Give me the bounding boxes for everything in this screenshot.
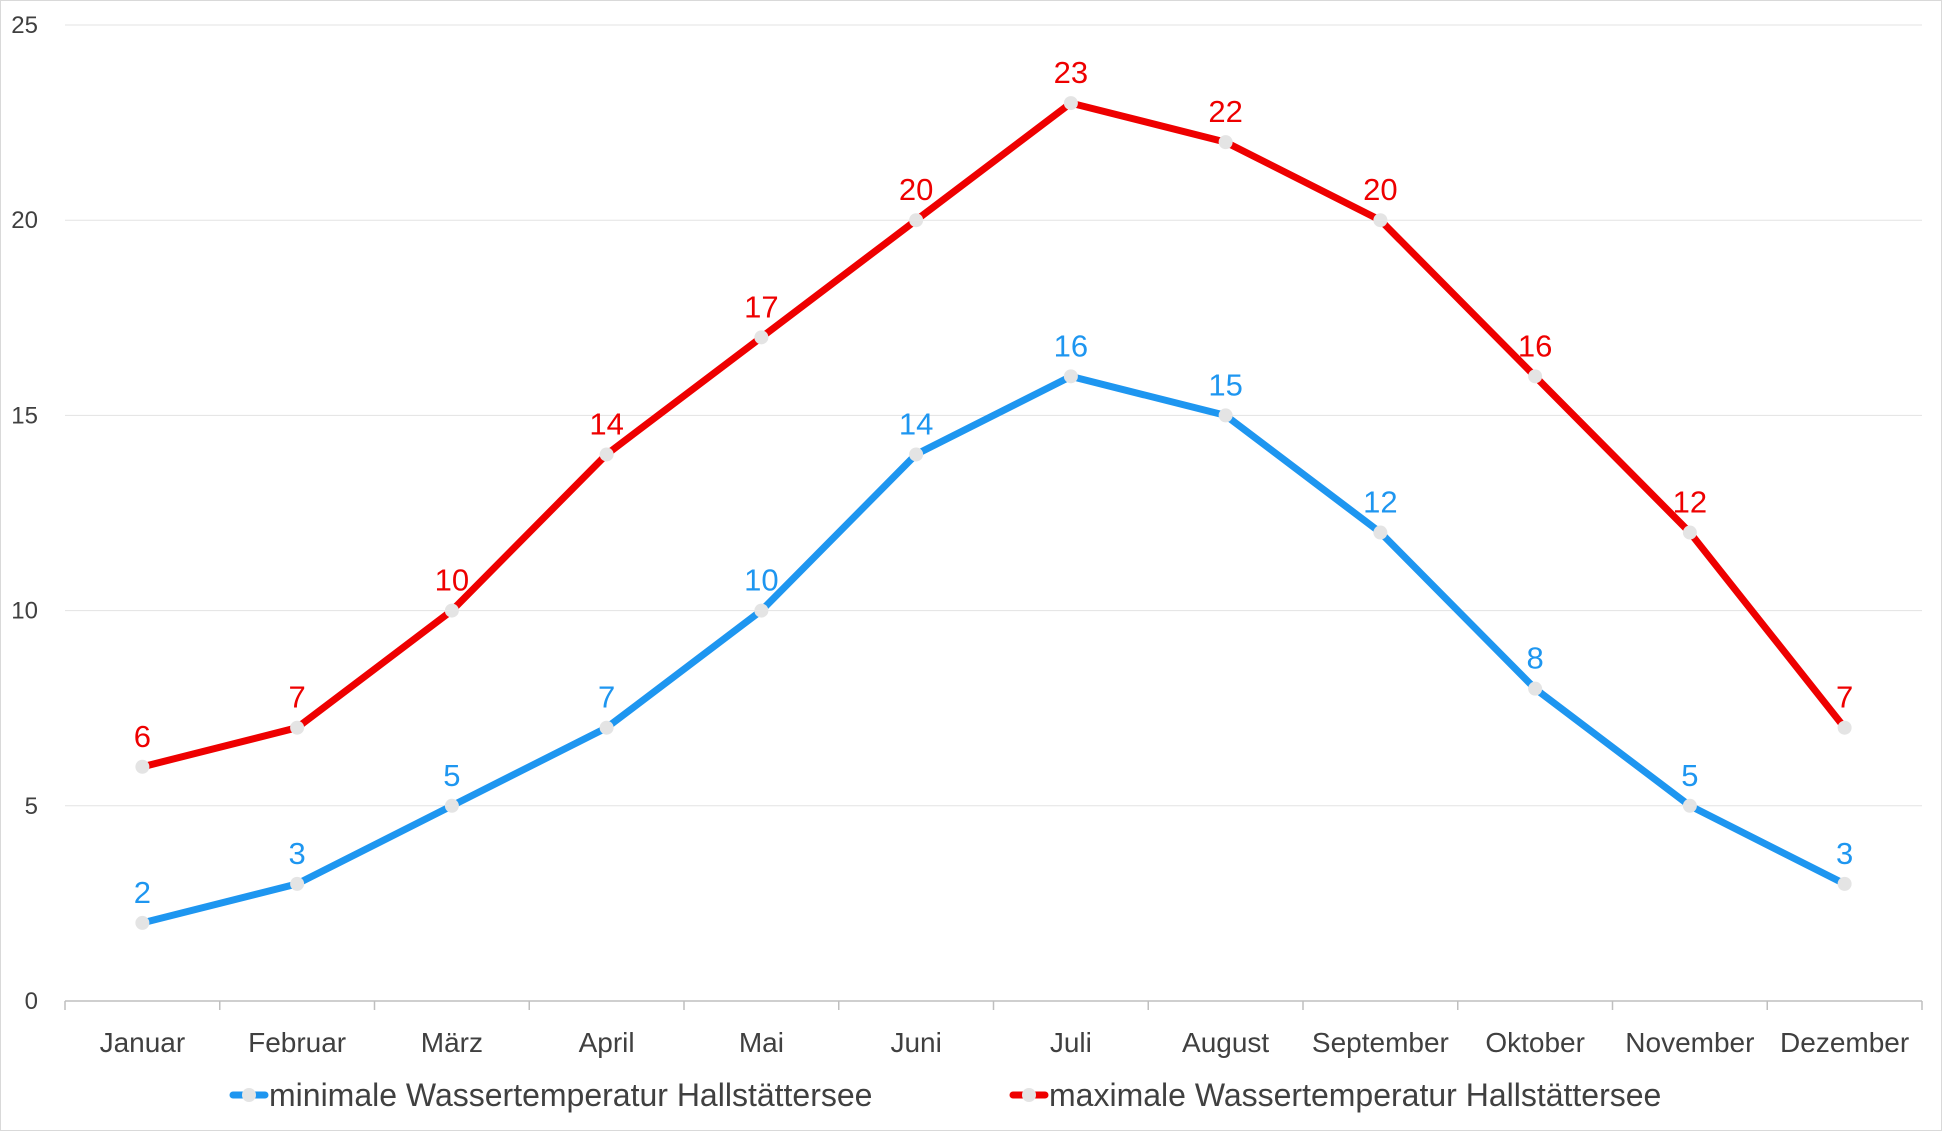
data-label: 7 — [1836, 680, 1853, 715]
data-label: 6 — [134, 719, 151, 754]
data-point — [1218, 135, 1233, 150]
data-point — [1682, 525, 1697, 540]
data-point — [1528, 369, 1543, 384]
data-point — [1063, 369, 1078, 384]
data-point — [909, 447, 924, 462]
data-point — [1837, 720, 1852, 735]
data-label: 10 — [744, 563, 778, 598]
x-tick-label: April — [579, 1027, 635, 1058]
data-label: 2 — [134, 875, 151, 910]
data-label: 3 — [1836, 836, 1853, 871]
data-point — [135, 759, 150, 774]
data-label: 8 — [1527, 641, 1544, 676]
data-point — [444, 798, 459, 813]
data-label: 23 — [1054, 55, 1088, 90]
data-point — [599, 447, 614, 462]
y-tick-label: 10 — [11, 598, 38, 625]
data-label: 16 — [1054, 328, 1088, 363]
y-tick-label: 15 — [11, 402, 38, 429]
data-label: 20 — [1363, 172, 1397, 207]
data-point — [1837, 876, 1852, 891]
legend: minimale Wassertemperatur Hallstättersee… — [229, 1077, 1661, 1113]
data-point — [290, 876, 305, 891]
data-point — [135, 915, 150, 930]
x-axis: Januar Februar März April Mai Juni Juli August S… — [64, 1001, 1923, 1058]
data-point — [754, 603, 769, 618]
legend-swatch-marker — [242, 1088, 256, 1102]
data-label: 5 — [1681, 758, 1698, 793]
y-tick-label: 0 — [25, 988, 38, 1015]
data-point — [1218, 408, 1233, 423]
data-point — [290, 720, 305, 735]
x-tick-label: Juli — [1050, 1027, 1092, 1058]
legend-label: minimale Wassertemperatur Hallstättersee — [269, 1077, 872, 1113]
data-point — [1528, 681, 1543, 696]
data-point — [1373, 525, 1388, 540]
data-label: 22 — [1208, 94, 1242, 129]
data-label: 20 — [899, 172, 933, 207]
x-tick-label: September — [1312, 1027, 1449, 1058]
data-point — [1373, 213, 1388, 228]
data-label: 3 — [289, 836, 306, 871]
x-tick-label: Juni — [890, 1027, 941, 1058]
data-label: 12 — [1673, 485, 1707, 520]
data-label: 16 — [1518, 328, 1552, 363]
data-label: 12 — [1363, 485, 1397, 520]
data-label: 7 — [289, 680, 306, 715]
x-tick-label: Mai — [739, 1027, 784, 1058]
x-tick-label: Februar — [248, 1027, 346, 1058]
data-point — [444, 603, 459, 618]
data-label: 7 — [598, 680, 615, 715]
x-tick-label: März — [421, 1027, 483, 1058]
x-tick-label: November — [1625, 1027, 1754, 1058]
data-label: 14 — [589, 406, 623, 441]
data-label: 10 — [435, 563, 469, 598]
data-point — [754, 330, 769, 345]
data-label: 15 — [1208, 367, 1242, 402]
legend-label: maximale Wassertemperatur Hallstättersee — [1049, 1077, 1661, 1113]
data-point — [909, 213, 924, 228]
data-label: 17 — [744, 289, 778, 324]
x-tick-label: August — [1182, 1027, 1269, 1058]
x-tick-label: Dezember — [1780, 1027, 1909, 1058]
data-label: 14 — [899, 406, 933, 441]
data-label: 5 — [443, 758, 460, 793]
x-tick-label: Oktober — [1485, 1027, 1585, 1058]
legend-swatch-marker — [1022, 1088, 1036, 1102]
data-point — [1063, 96, 1078, 111]
series-line-0 — [138, 372, 1849, 927]
y-tick-label: 5 — [25, 793, 38, 820]
series-line-1 — [138, 99, 1849, 771]
y-tick-label: 25 — [11, 12, 38, 39]
y-tick-label: 20 — [11, 207, 38, 234]
x-tick-label: Januar — [100, 1027, 186, 1058]
y-axis: 0 5 10 15 20 25 — [11, 12, 38, 1015]
data-point — [1682, 798, 1697, 813]
data-point — [599, 720, 614, 735]
